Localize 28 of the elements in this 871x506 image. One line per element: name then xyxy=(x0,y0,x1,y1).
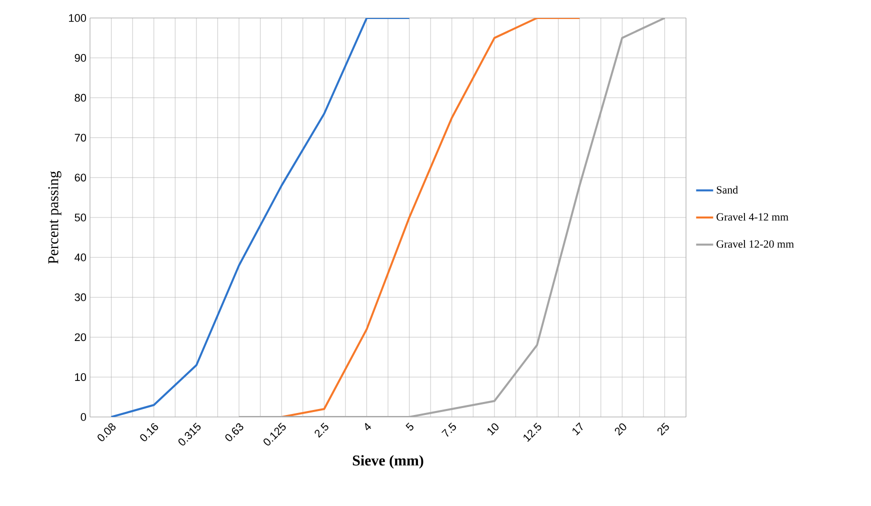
y-tick-label: 0 xyxy=(80,413,86,421)
line-series xyxy=(110,18,410,417)
y-axis-title: Percent passing xyxy=(48,171,62,264)
legend-label: Gravel 12-20 mm xyxy=(716,240,794,248)
legend-label: Gravel 4-12 mm xyxy=(716,212,788,221)
x-tick-label: 0.16 xyxy=(140,423,158,442)
x-tick-label: 2.5 xyxy=(314,422,328,438)
y-tick-label: 30 xyxy=(74,293,86,302)
x-tick-label: 4 xyxy=(365,422,372,430)
legend-label: Sand xyxy=(716,186,738,194)
y-tick-label: 40 xyxy=(74,254,86,262)
y-tick-label: 100 xyxy=(69,14,86,22)
y-tick-label: 80 xyxy=(74,94,86,102)
x-tick-label: 7.5 xyxy=(441,422,456,437)
y-tick-label: 70 xyxy=(74,134,86,142)
y-tick-label: 10 xyxy=(75,373,86,381)
y-tick-label: 90 xyxy=(74,54,86,62)
x-axis-title: Sieve (mm) xyxy=(352,455,424,469)
x-tick-label: 25 xyxy=(657,422,669,436)
x-tick-label: 17 xyxy=(572,422,583,436)
x-tick-label: 5 xyxy=(406,422,414,430)
x-tick-label: 0.63 xyxy=(225,423,244,442)
x-tick-label: 20 xyxy=(614,423,626,436)
y-tick-label: 20 xyxy=(74,333,86,342)
y-tick-label: 50 xyxy=(74,214,86,222)
x-tick-label: 10 xyxy=(487,423,498,436)
x-tick-label: 0.08 xyxy=(98,423,116,442)
y-tick-label: 60 xyxy=(74,174,86,182)
